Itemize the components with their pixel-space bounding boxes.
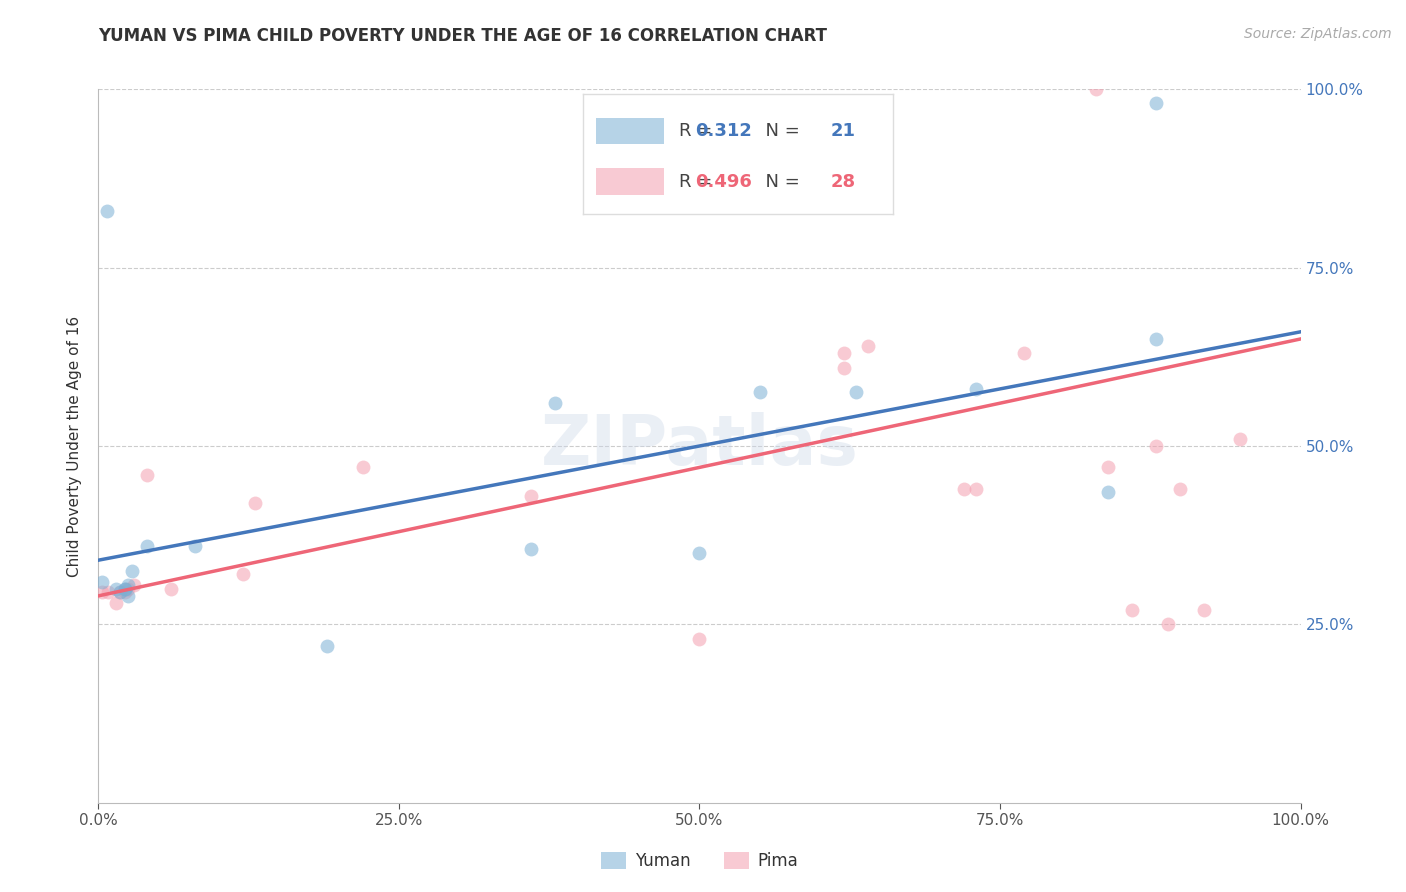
Point xyxy=(1144,332,1167,346)
Point xyxy=(832,346,855,360)
Text: N =: N = xyxy=(754,172,806,191)
Text: R =: R = xyxy=(679,122,718,140)
Point xyxy=(832,360,855,375)
Point xyxy=(845,385,868,400)
Point xyxy=(965,482,987,496)
Y-axis label: Child Poverty Under the Age of 16: Child Poverty Under the Age of 16 xyxy=(67,316,83,576)
Point xyxy=(108,585,131,599)
Point xyxy=(520,542,543,557)
Text: 28: 28 xyxy=(831,172,856,191)
Point xyxy=(748,385,770,400)
Point xyxy=(1121,603,1143,617)
Point xyxy=(135,539,157,553)
Point xyxy=(520,489,543,503)
Point xyxy=(117,578,139,592)
Point xyxy=(159,582,181,596)
Point xyxy=(117,589,139,603)
Point xyxy=(352,460,374,475)
Point xyxy=(114,585,136,599)
Bar xyxy=(596,118,664,145)
Text: ZIPatlas: ZIPatlas xyxy=(540,412,859,480)
Point xyxy=(1170,482,1192,496)
Point xyxy=(1144,96,1167,111)
Point xyxy=(1097,485,1119,500)
Point xyxy=(183,539,205,553)
Point xyxy=(96,203,118,218)
Point xyxy=(1229,432,1251,446)
Text: N =: N = xyxy=(754,122,806,140)
Point xyxy=(105,596,128,610)
Point xyxy=(1194,603,1216,617)
Point xyxy=(105,582,128,596)
Point xyxy=(108,585,131,599)
Point xyxy=(1157,617,1180,632)
Point xyxy=(117,582,139,596)
Text: YUMAN VS PIMA CHILD POVERTY UNDER THE AGE OF 16 CORRELATION CHART: YUMAN VS PIMA CHILD POVERTY UNDER THE AG… xyxy=(98,27,827,45)
Point xyxy=(114,582,136,596)
Point xyxy=(544,396,567,410)
Point xyxy=(315,639,337,653)
Point xyxy=(1012,346,1035,360)
Point xyxy=(91,574,114,589)
Legend: Yuman, Pima: Yuman, Pima xyxy=(595,845,804,877)
Point xyxy=(97,585,120,599)
Point xyxy=(243,496,266,510)
Point xyxy=(91,585,114,599)
Point xyxy=(1085,82,1108,96)
Point xyxy=(689,546,711,560)
Point xyxy=(232,567,254,582)
Text: Source: ZipAtlas.com: Source: ZipAtlas.com xyxy=(1244,27,1392,41)
Point xyxy=(1097,460,1119,475)
Point xyxy=(1144,439,1167,453)
Point xyxy=(953,482,976,496)
Text: 0.496: 0.496 xyxy=(695,172,752,191)
Text: R =: R = xyxy=(679,172,718,191)
Point xyxy=(124,578,146,592)
Point xyxy=(689,632,711,646)
Text: 21: 21 xyxy=(831,122,856,140)
Bar xyxy=(596,169,664,194)
Point xyxy=(114,582,136,596)
Point xyxy=(135,467,157,482)
Point xyxy=(856,339,879,353)
Point xyxy=(965,382,987,396)
Text: 0.312: 0.312 xyxy=(695,122,752,140)
Point xyxy=(121,564,143,578)
